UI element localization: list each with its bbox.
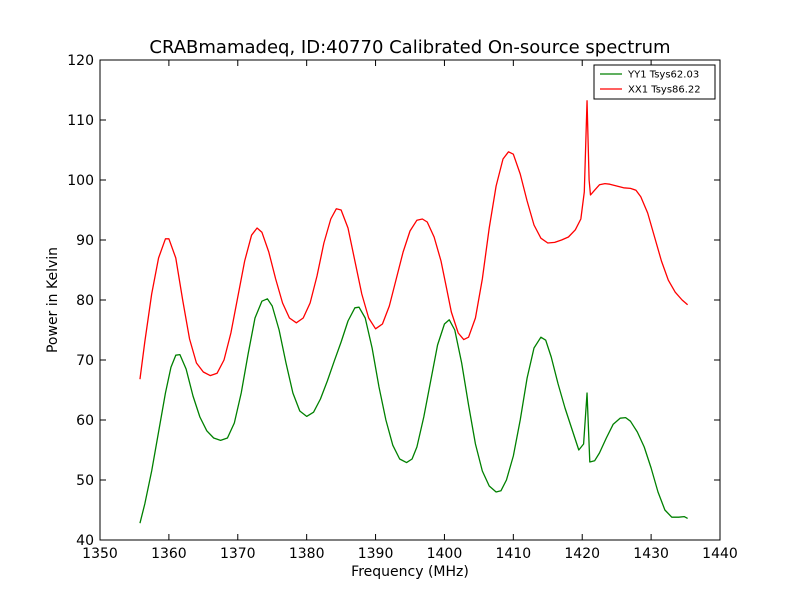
y-tick-label-70: 70 (76, 353, 94, 369)
x-tick-label-1400: 1400 (427, 546, 463, 562)
x-tick-label-1380: 1380 (289, 546, 325, 562)
y-tick-label-40: 40 (76, 533, 94, 549)
y-tick-label-50: 50 (76, 473, 94, 489)
x-axis-label: Frequency (MHz) (351, 564, 469, 580)
x-tick-label-1440: 1440 (702, 546, 738, 562)
series-line-xx1 (139, 100, 689, 380)
x-tick-label-1430: 1430 (633, 546, 669, 562)
x-tick-label-1420: 1420 (564, 546, 600, 562)
y-tick-label-60: 60 (76, 413, 94, 429)
legend-box (593, 64, 716, 100)
x-tick-label-1360: 1360 (151, 546, 187, 562)
y-tick-label-100: 100 (67, 173, 94, 189)
y-tick-label-110: 110 (67, 113, 94, 129)
axis-ticks: 1350 1360 1370 1380 1390 1400 1410 1420 1430 1440… (67, 53, 738, 562)
legend-label-yy1: YY1 Tsys62.03 (627, 70, 699, 81)
y-tick-label-80: 80 (76, 293, 94, 309)
series-line-yy1 (139, 298, 688, 524)
x-tick-label-1350: 1350 (82, 546, 118, 562)
legend-label-xx1: XX1 Tsys86.22 (628, 85, 701, 96)
x-tick-label-1370: 1370 (220, 546, 256, 562)
legend: YY1 Tsys62.03 XX1 Tsys86.22 (593, 64, 716, 100)
series-layer (139, 100, 689, 524)
y-tick-label-90: 90 (76, 233, 94, 249)
x-tick-label-1410: 1410 (496, 546, 532, 562)
x-tick-label-1390: 1390 (358, 546, 394, 562)
chart-title: CRABmamadeq, ID:40770 Calibrated On-sour… (149, 37, 670, 58)
y-tick-label-120: 120 (67, 53, 94, 69)
y-axis-label: Power in Kelvin (45, 247, 61, 353)
